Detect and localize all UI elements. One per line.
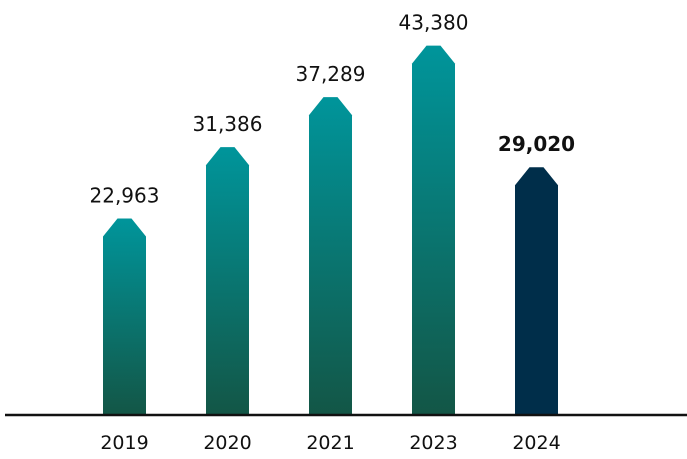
value-label-2024: 29,020 — [498, 132, 575, 156]
value-label-2021: 37,289 — [296, 62, 366, 86]
bar-2024 — [515, 167, 558, 415]
x-tick-label-2023: 2023 — [409, 432, 457, 454]
value-label-2019: 22,963 — [90, 184, 160, 208]
x-tick-label-2024: 2024 — [512, 432, 560, 454]
x-tick-label-2019: 2019 — [100, 432, 148, 454]
value-label-2023: 43,380 — [399, 11, 469, 35]
value-label-2020: 31,386 — [193, 112, 263, 136]
bar-2019 — [103, 218, 146, 415]
bars-group — [103, 45, 558, 415]
x-tick-label-2020: 2020 — [203, 432, 251, 454]
x-tick-label-2021: 2021 — [306, 432, 354, 454]
bar-2020 — [206, 147, 249, 415]
value-labels-group: 22,963 31,386 37,289 43,380 29,020 — [90, 11, 576, 208]
x-tick-labels-group: 2019 2020 2021 2023 2024 — [100, 432, 560, 454]
bar-2021 — [309, 97, 352, 415]
bar-2023 — [412, 45, 455, 415]
